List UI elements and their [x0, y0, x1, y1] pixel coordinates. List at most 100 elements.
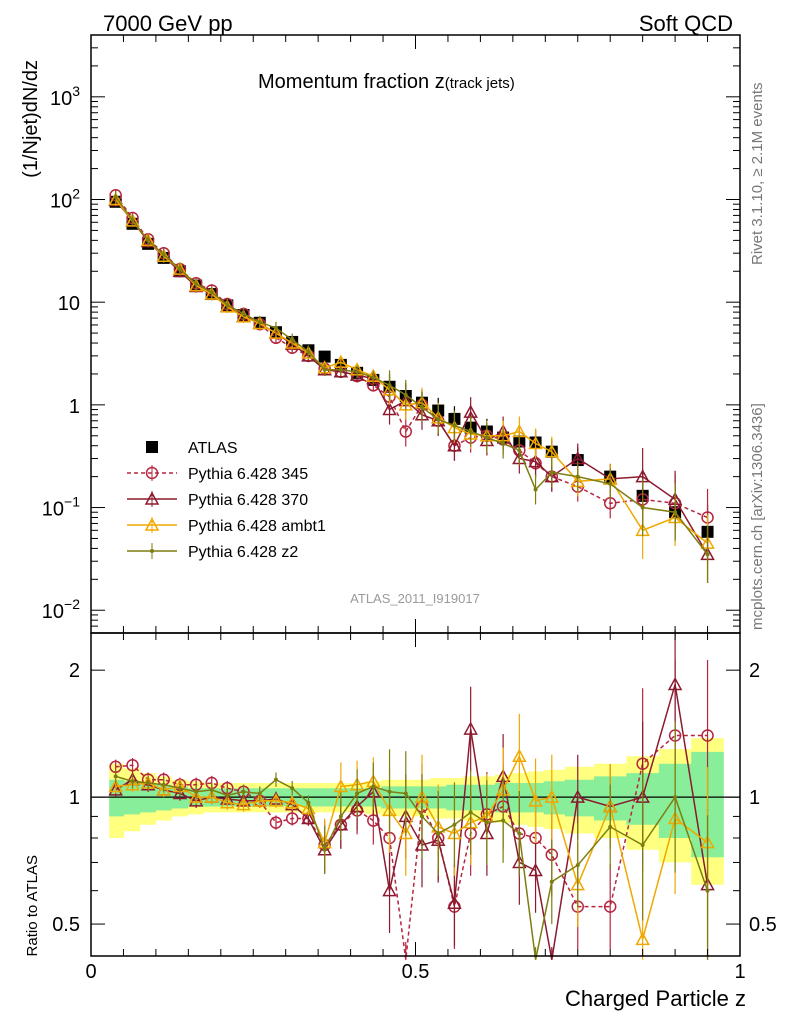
ratio-point — [673, 795, 678, 800]
ratio-point — [204, 789, 219, 803]
main-series-4 — [113, 190, 710, 583]
ratio-point — [528, 793, 543, 807]
ratio-point — [301, 800, 316, 815]
ratio-point — [452, 822, 457, 827]
x-tick-label: 1 — [734, 961, 745, 983]
legend-marker — [145, 466, 159, 480]
ratio-point — [570, 789, 586, 803]
ratio-point — [355, 791, 360, 796]
legend-item-4: Pythia 6.428 z2 — [127, 543, 298, 561]
ratio-point — [544, 789, 560, 803]
ratio-point — [322, 847, 327, 852]
main-point — [113, 194, 118, 199]
main-ytick-label: 103 — [50, 83, 80, 110]
ratio-point — [512, 748, 527, 762]
ratio-point — [608, 824, 613, 829]
ratio-ytick-label-right: 2 — [749, 660, 760, 682]
ratio-point — [146, 781, 151, 786]
main-point — [268, 325, 284, 339]
legend-item-1: Pythia 6.428 345 — [127, 465, 308, 483]
main-point — [484, 435, 489, 440]
header-left-label: 7000 GeV pp — [103, 11, 233, 36]
main-point — [172, 263, 188, 278]
rivet-label: Rivet 3.1.10, ≥ 2.1M events — [749, 83, 766, 266]
ratio-point — [419, 814, 424, 819]
main-point — [517, 448, 522, 453]
main-point — [549, 470, 554, 475]
main-point — [318, 350, 331, 363]
ratio-point — [549, 879, 554, 884]
mcplots-label: mcplots.cern.ch [arXiv:1306.3436] — [749, 403, 766, 630]
ratio-ytick-label: 2 — [69, 660, 80, 682]
ratio-point — [447, 895, 462, 910]
legend-item-3: Pythia 6.428 ambt1 — [127, 517, 326, 535]
main-ytick-label-exp: −2 — [64, 596, 80, 612]
x-axis-label: Charged Particle z — [565, 986, 746, 1011]
main-point — [382, 401, 397, 416]
main-ytick-label-base: 10 — [50, 190, 72, 212]
ratio-point — [468, 810, 473, 815]
main-ytick-label-exp: 3 — [72, 83, 80, 99]
main-point — [306, 349, 311, 354]
ratio-point — [284, 795, 300, 809]
main-point — [146, 238, 151, 243]
main-ytick-label: 10 — [58, 293, 80, 315]
ratio-point — [236, 797, 251, 811]
main-point — [130, 218, 135, 223]
legend-item-0: ATLAS — [146, 440, 238, 457]
ratio-point — [640, 842, 645, 847]
ratio-point — [705, 888, 710, 893]
main-point — [338, 367, 343, 372]
main-point — [528, 435, 543, 450]
main-point — [322, 367, 327, 372]
main-point — [387, 383, 392, 388]
ratio-point — [257, 791, 262, 796]
ratio-point — [161, 782, 166, 787]
ratio-point — [371, 784, 376, 789]
main-point — [403, 392, 408, 397]
ratio-point — [517, 831, 522, 836]
main-point — [236, 309, 251, 323]
main-ytick-label-base: 10 — [42, 601, 64, 623]
ratio-point — [156, 782, 171, 796]
main-series-3 — [108, 191, 715, 572]
main-point — [257, 320, 262, 325]
main-point — [204, 286, 219, 300]
main-ytick-label-base: 10 — [58, 293, 80, 315]
ratio-point — [398, 825, 414, 840]
ratio-point — [290, 786, 295, 791]
ratio-point — [125, 777, 140, 791]
ratio-point — [285, 812, 299, 825]
ratio-ytick-label: 1 — [69, 787, 80, 809]
main-point — [544, 444, 560, 458]
ratio-ytick-label: 0.5 — [52, 914, 80, 936]
ratio-band-outer — [109, 738, 724, 885]
main-point — [501, 441, 506, 446]
ratio-point — [306, 800, 311, 805]
ratio-point — [126, 759, 139, 772]
ratio-ylabel: Ratio to ATLAS — [24, 855, 41, 956]
main-series-layer — [108, 188, 715, 583]
main-point — [468, 429, 473, 434]
main-ytick-label: 102 — [50, 185, 80, 212]
main-ytick-label-base: 10 — [42, 499, 64, 521]
ratio-point — [338, 814, 343, 819]
ratio-ytick-label-right: 1 — [749, 787, 760, 809]
ratio-point — [501, 818, 506, 823]
ratio-point — [635, 931, 650, 946]
ratio-point — [225, 793, 230, 798]
main-point — [355, 369, 360, 374]
main-point — [673, 510, 678, 515]
ratio-point — [528, 862, 543, 877]
ratio-point — [603, 900, 617, 913]
main-point — [225, 302, 230, 307]
ratio-point — [667, 676, 683, 691]
main-point — [608, 481, 613, 486]
ratio-point — [484, 820, 489, 825]
main-point — [241, 311, 246, 316]
main-ytick-label-base: 1 — [69, 396, 80, 418]
main-point — [177, 267, 182, 272]
ratio-point — [387, 789, 392, 794]
ratio-ytick-label-right: 0.5 — [749, 914, 777, 936]
ratio-point — [436, 831, 441, 836]
